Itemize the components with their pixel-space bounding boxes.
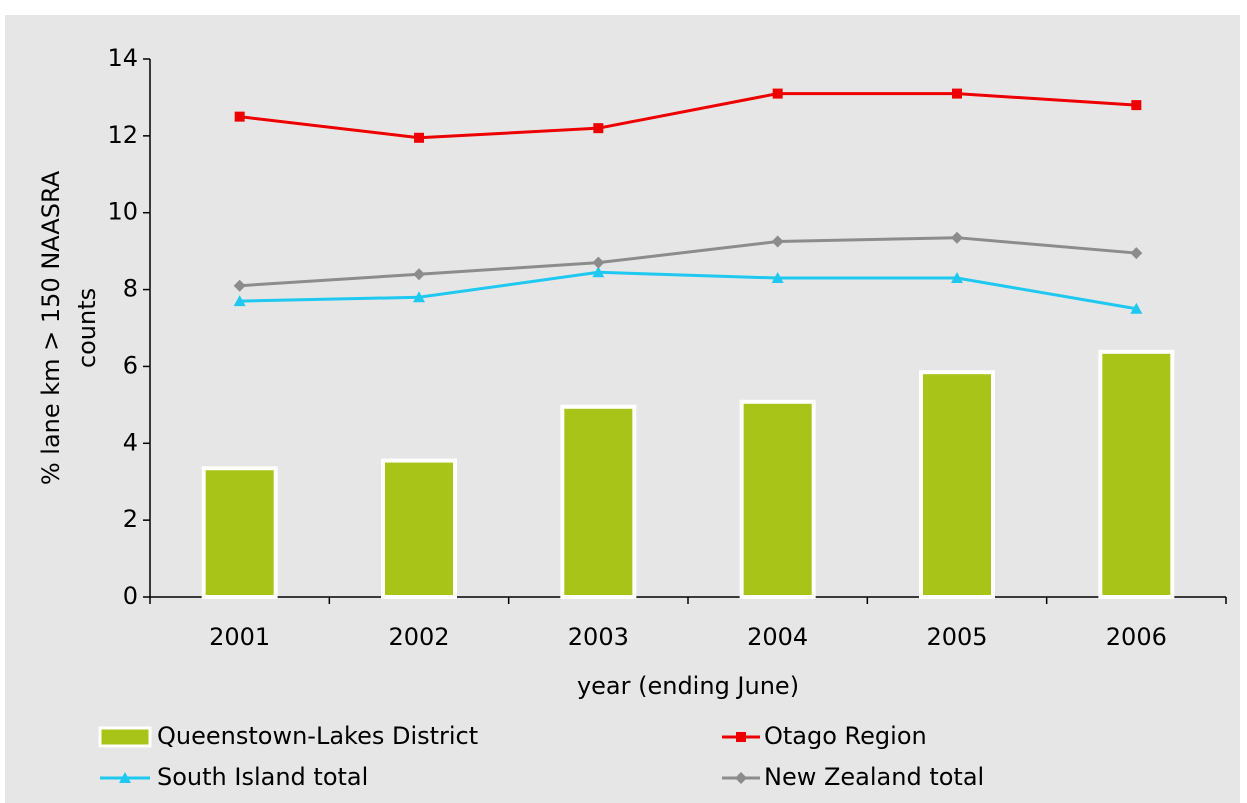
marker	[1131, 100, 1142, 111]
marker	[951, 231, 963, 244]
marker	[592, 266, 605, 278]
marker	[414, 132, 424, 143]
marker	[772, 88, 783, 99]
x-tick-label: 2002	[388, 623, 449, 651]
line	[239, 270, 1137, 311]
legend-marker	[119, 772, 131, 783]
marker	[592, 256, 605, 269]
y-tick-label: 8	[123, 275, 138, 303]
marker	[1130, 247, 1143, 260]
marker	[233, 295, 246, 307]
marker	[1130, 302, 1143, 314]
x-tick-label: 2003	[568, 623, 629, 651]
marker	[233, 279, 246, 292]
legend-marker	[736, 732, 746, 742]
bar	[381, 458, 457, 600]
y-axis-title: % lane km > 150 NAASRA	[37, 170, 65, 485]
legend-label: Otago Region	[764, 722, 927, 750]
legend-label: Queenstown-Lakes District	[157, 722, 478, 750]
legend-label: New Zealand total	[764, 763, 984, 791]
x-axis-title: year (ending June)	[577, 672, 799, 700]
line	[239, 92, 1137, 140]
x-tick-label: 2005	[926, 623, 987, 651]
x-tick-label: 2001	[209, 623, 270, 651]
y-tick-label: 14	[107, 44, 138, 72]
x-tick-label: 2004	[747, 623, 808, 651]
bar	[201, 466, 278, 599]
marker	[413, 291, 425, 303]
x-tick-label: 2006	[1106, 623, 1167, 651]
marker	[234, 111, 245, 122]
marker	[593, 123, 604, 134]
y-tick-label: 6	[123, 351, 138, 379]
y-tick-label: 0	[123, 582, 138, 610]
bar	[1098, 349, 1175, 599]
y-tick-label: 12	[107, 121, 138, 149]
y-axis-title: counts	[73, 288, 101, 368]
bar	[919, 370, 995, 600]
bar	[739, 399, 816, 600]
y-tick-label: 10	[107, 198, 138, 226]
bar	[560, 404, 637, 599]
legend-label: South Island total	[157, 763, 368, 791]
line	[239, 236, 1137, 288]
legend-marker	[735, 772, 747, 784]
marker	[413, 268, 425, 281]
y-tick-label: 4	[123, 428, 138, 456]
marker	[951, 272, 963, 284]
marker	[952, 88, 962, 99]
y-tick-label: 2	[123, 505, 138, 533]
marker	[771, 272, 784, 284]
marker	[771, 235, 784, 248]
legend-swatch	[98, 726, 152, 748]
